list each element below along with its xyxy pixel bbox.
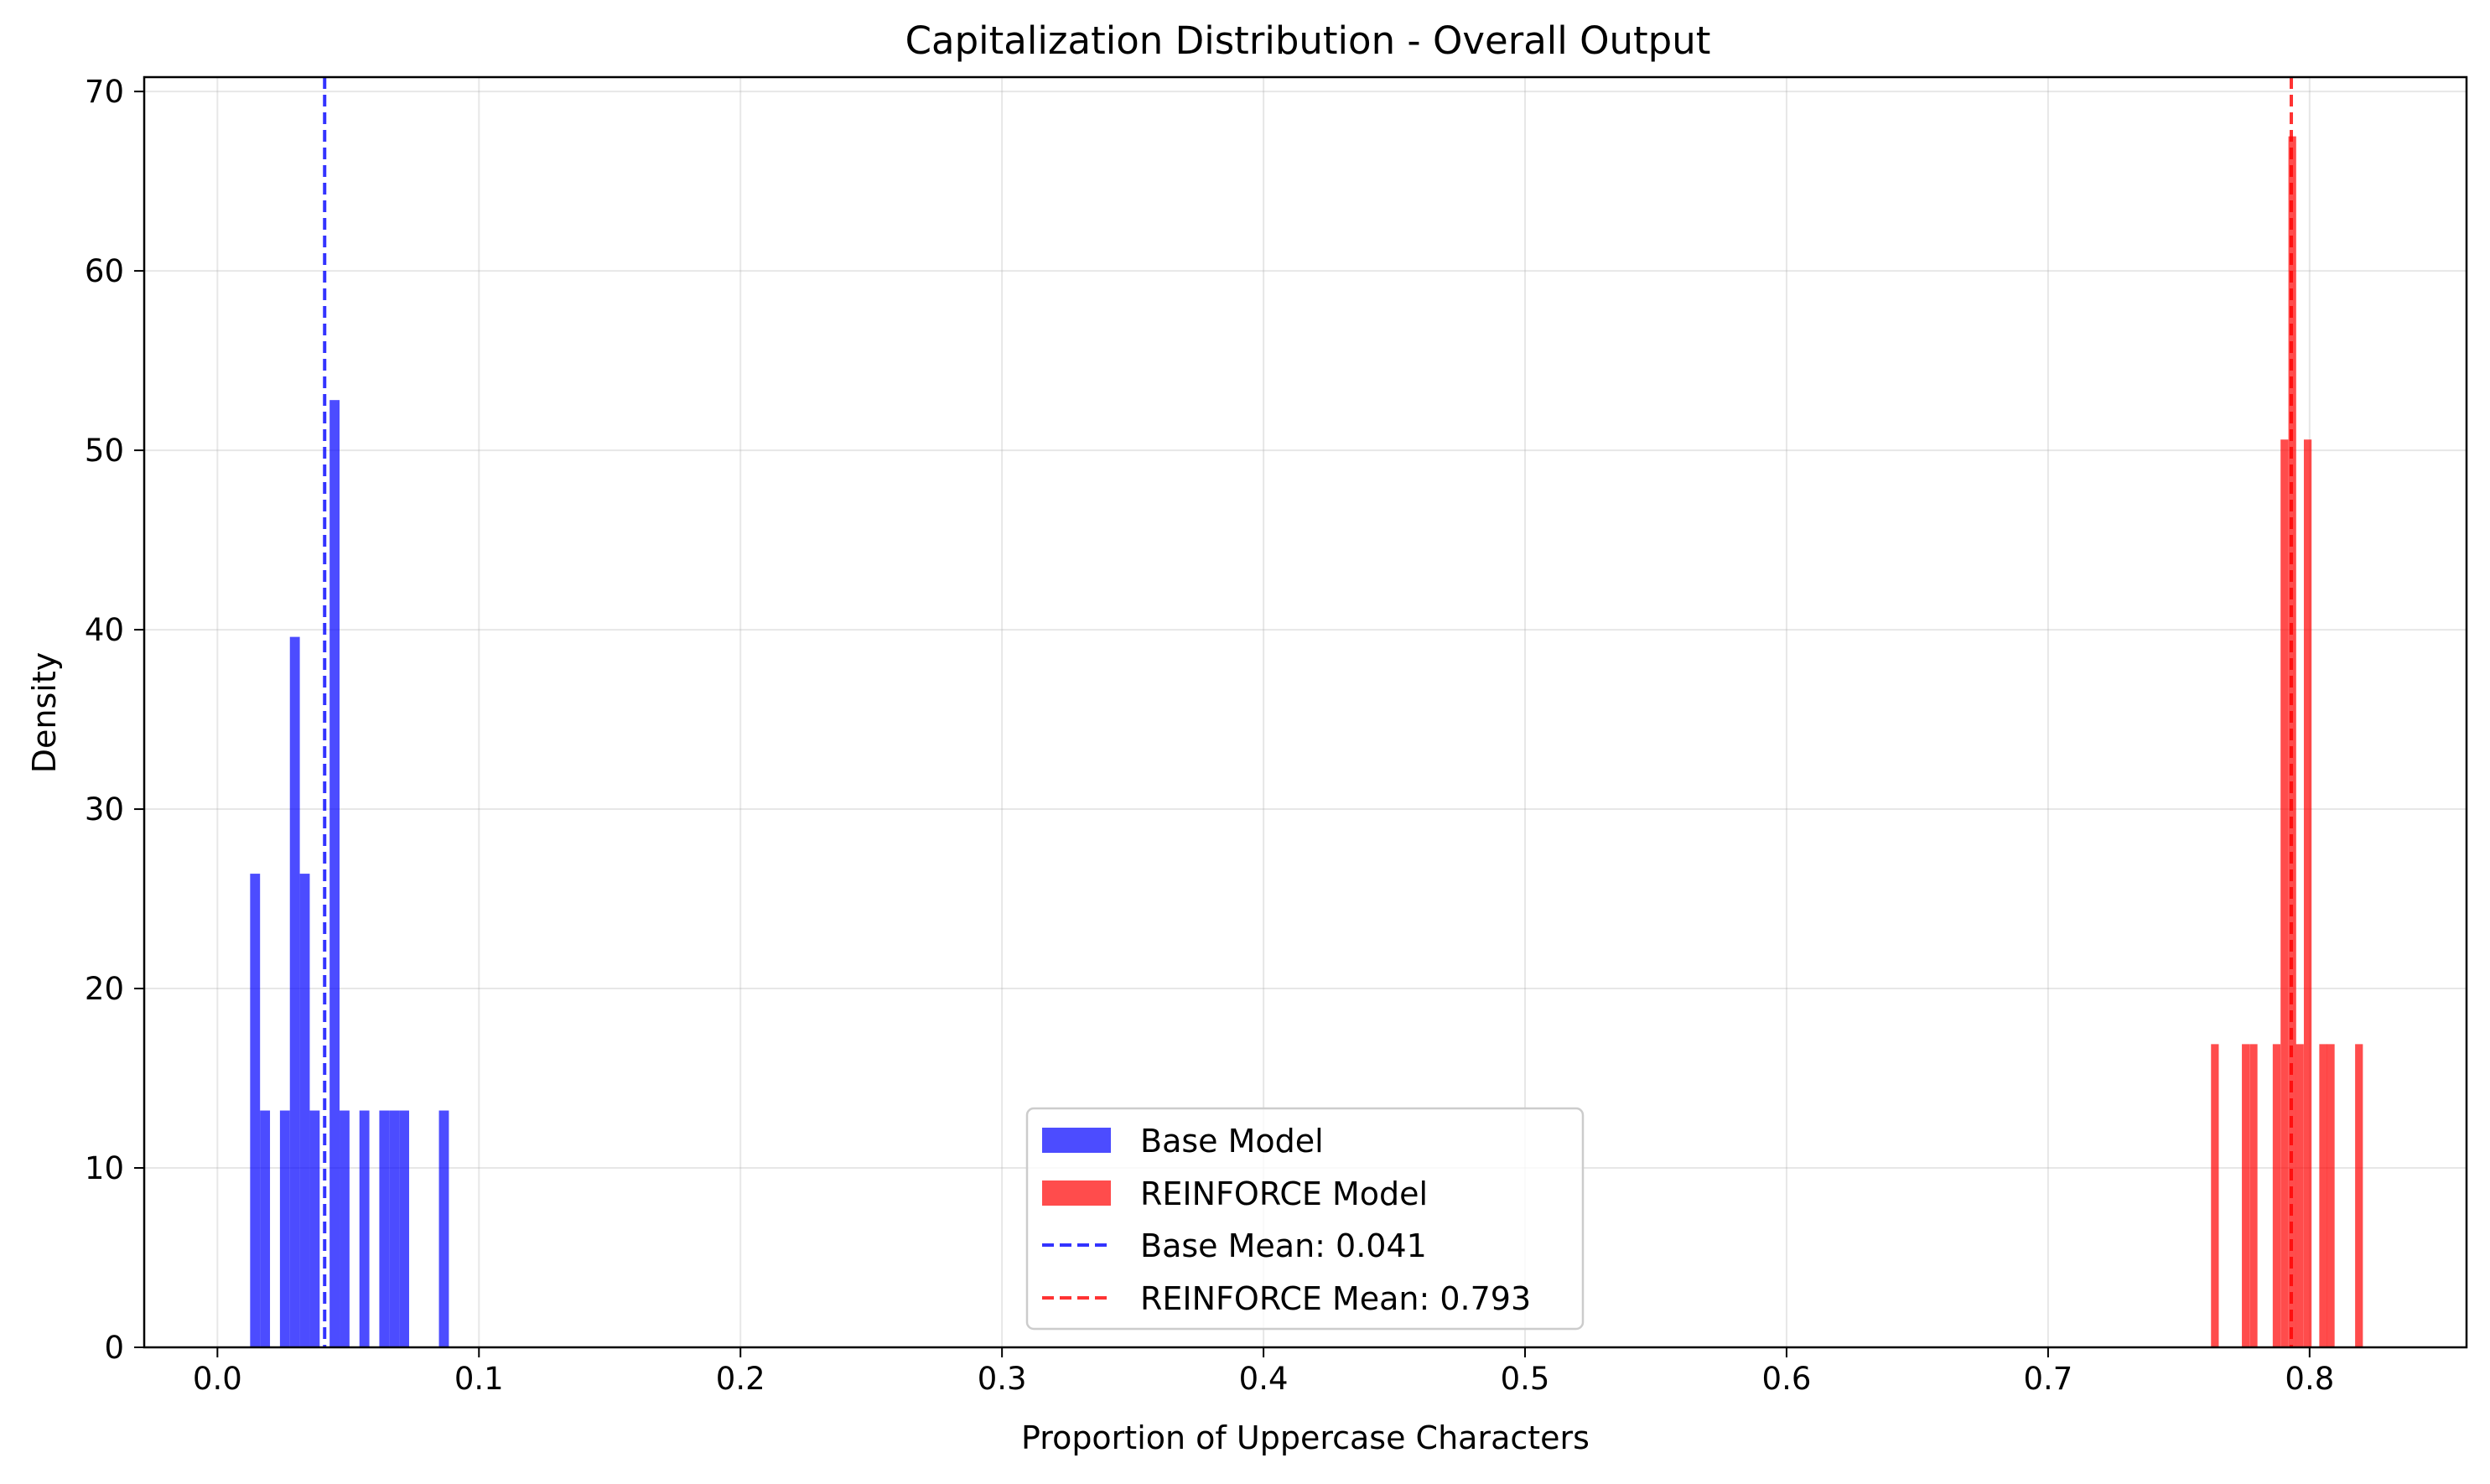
y-tick-label: 30 — [85, 791, 124, 828]
x-tick-label: 0.0 — [193, 1361, 242, 1397]
base-model-bar-3 — [289, 636, 300, 1347]
legend-swatch-base-model — [1042, 1128, 1111, 1153]
base-model-bar-0 — [250, 874, 261, 1347]
y-tick-label: 40 — [85, 612, 124, 648]
base-model-bar-8 — [359, 1110, 370, 1347]
x-tick-label: 0.3 — [978, 1361, 1027, 1397]
y-tick-label: 0 — [104, 1330, 124, 1366]
legend-box — [1025, 1107, 1585, 1331]
reinforce-model-bar-6 — [2295, 1044, 2304, 1347]
chart-title: Capitalization Distribution - Overall Ou… — [905, 18, 1711, 63]
legend-label-reinforce-mean: REINFORCE Mean: 0.793 — [1140, 1280, 1531, 1317]
base-model-bar-5 — [309, 1110, 320, 1347]
y-tick-label: 60 — [85, 253, 124, 289]
y-axis-ticks: 0 10 20 30 40 50 60 70 — [85, 74, 144, 1366]
x-tick-label: 0.1 — [454, 1361, 504, 1397]
x-tick-label: 0.7 — [2023, 1361, 2072, 1397]
base-model-bar-10 — [389, 1110, 400, 1347]
reinforce-model-bar-9 — [2327, 1044, 2335, 1347]
legend: Base Model REINFORCE Model Base Mean: 0.… — [1025, 1107, 1585, 1331]
x-tick-label: 0.2 — [716, 1361, 765, 1397]
y-tick-label: 10 — [85, 1150, 124, 1186]
y-tick-label: 20 — [85, 971, 124, 1007]
legend-swatch-reinforce-model — [1042, 1180, 1111, 1206]
base-model-bar-9 — [379, 1110, 390, 1347]
legend-label-reinforce-model: REINFORCE Model — [1140, 1175, 1428, 1212]
reinforce-model-bar-3 — [2272, 1044, 2281, 1347]
base-model-bar-4 — [299, 874, 310, 1347]
reinforce-model-bar-0 — [2211, 1044, 2219, 1347]
x-tick-label: 0.5 — [1501, 1361, 1550, 1397]
x-tick-label: 0.6 — [1762, 1361, 1812, 1397]
base-model-bar-2 — [279, 1110, 290, 1347]
base-model-bar-11 — [399, 1110, 409, 1347]
reinforce-model-bar-8 — [2319, 1044, 2327, 1347]
reinforce-model-bar-4 — [2280, 439, 2289, 1347]
base-model-bar-12 — [438, 1110, 449, 1347]
y-tick-label: 70 — [85, 74, 124, 110]
reinforce-model-bar-7 — [2303, 439, 2312, 1347]
plot-frame — [143, 75, 2468, 1349]
legend-label-base-model: Base Model — [1140, 1123, 1324, 1160]
legend-label-base-mean: Base Mean: 0.041 — [1140, 1227, 1427, 1264]
base-model-bar-7 — [340, 1110, 350, 1347]
mean-lines-group — [323, 77, 2294, 1347]
base-model-bar-1 — [260, 1110, 271, 1347]
x-tick-label: 0.8 — [2285, 1361, 2334, 1397]
base-model-bar-6 — [329, 400, 340, 1348]
reinforce-model-bar-10 — [2355, 1044, 2363, 1347]
x-axis-ticks: 0.0 0.1 0.2 0.3 0.4 0.5 0.6 0.7 0.8 — [193, 1347, 2334, 1397]
y-axis-label: Density — [26, 652, 63, 773]
y-tick-label: 50 — [85, 433, 124, 469]
bars-group — [250, 136, 2363, 1348]
x-tick-label: 0.4 — [1239, 1361, 1289, 1397]
reinforce-model-bar-1 — [2242, 1044, 2250, 1347]
x-axis-label: Proportion of Uppercase Characters — [1021, 1419, 1590, 1456]
reinforce-model-bar-5 — [2288, 136, 2296, 1348]
reinforce-model-bar-2 — [2249, 1044, 2258, 1347]
